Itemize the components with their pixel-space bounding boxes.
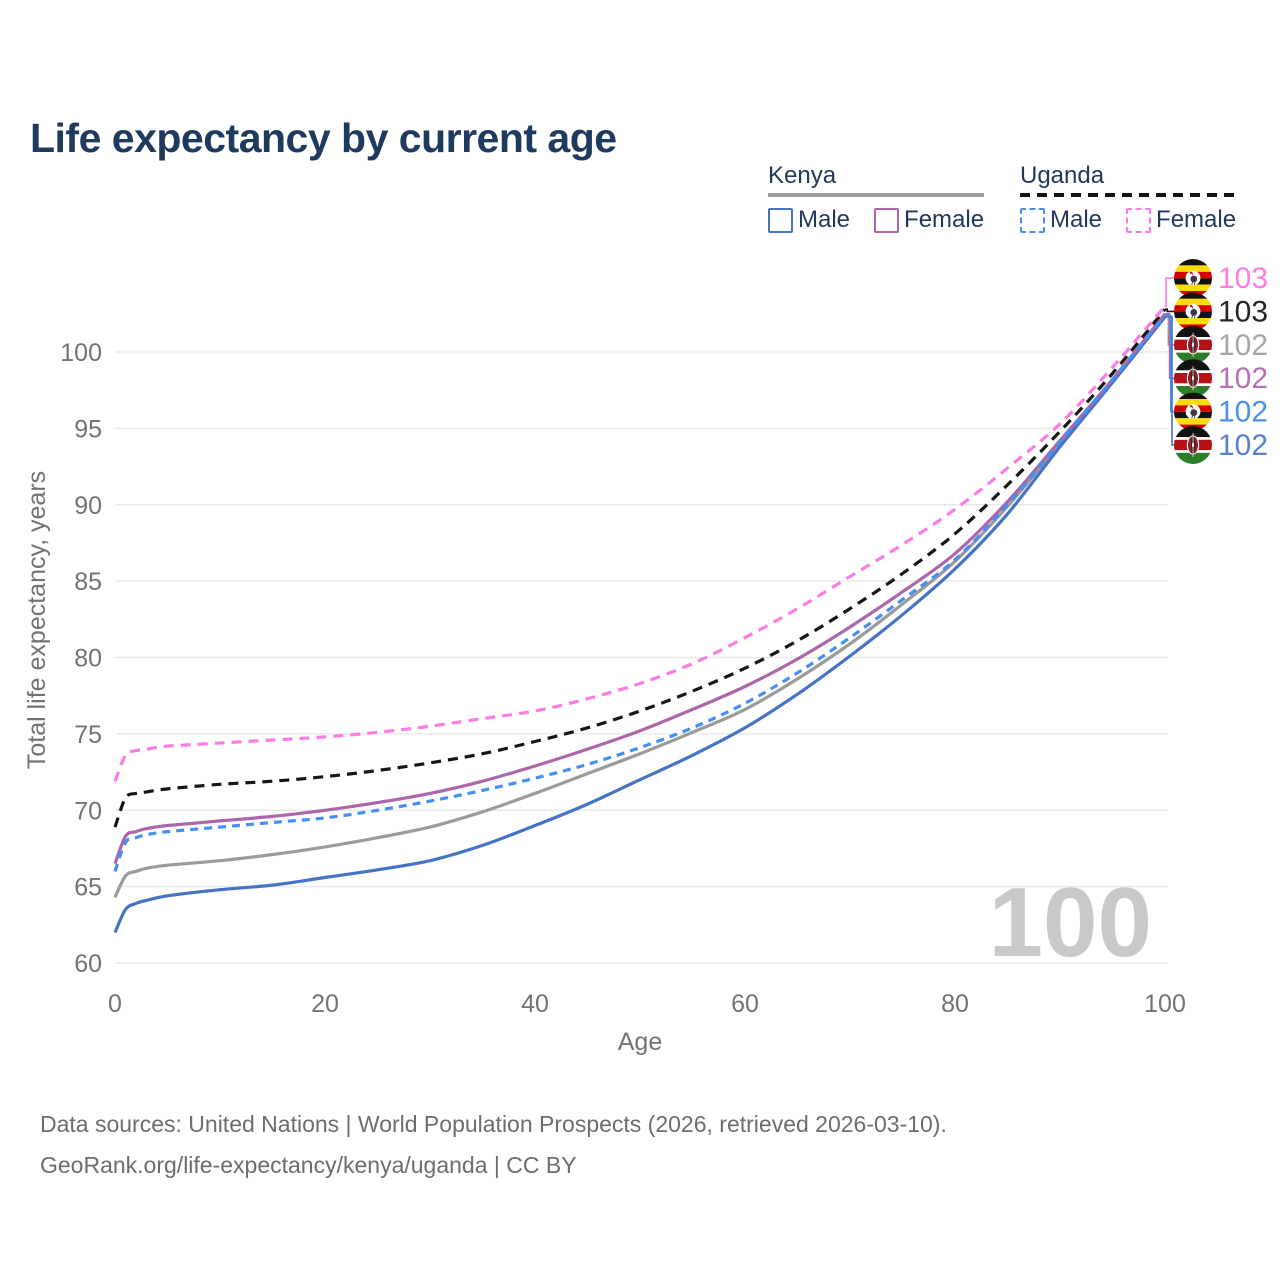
kenya-flag-icon (1174, 326, 1212, 364)
page-title: Life expectancy by current age (30, 115, 617, 162)
kenya-flag-icon (1174, 426, 1212, 464)
svg-text:100: 100 (60, 339, 102, 367)
svg-text:75: 75 (74, 721, 102, 749)
svg-text:Total life expectancy, years: Total life expectancy, years (23, 471, 51, 769)
end-value-label: 102 (1218, 429, 1268, 462)
legend-group-kenya: Kenya Male Female (768, 162, 985, 234)
data-series (113, 305, 1167, 934)
legend-group-uganda: Uganda Male Female (1020, 162, 1237, 234)
series-line-uganda-all (113, 308, 1167, 828)
svg-text:80: 80 (941, 990, 969, 1018)
end-value-label: 102 (1218, 396, 1268, 429)
legend-kenya-male-label: Male (798, 206, 851, 233)
series-line-kenya-male (113, 315, 1167, 934)
footer-line1: Data sources: United Nations | World Pop… (40, 1111, 947, 1137)
svg-text:95: 95 (74, 415, 102, 443)
series-line-kenya-all (113, 314, 1167, 899)
uganda-line-style-sample (1020, 193, 1237, 197)
legend-uganda-male-label: Male (1050, 206, 1103, 233)
kenya-flag-icon (1174, 359, 1212, 397)
svg-text:70: 70 (74, 797, 102, 825)
series-line-uganda-male (113, 314, 1167, 872)
age-counter-watermark: 100 (988, 867, 1152, 977)
svg-text:85: 85 (74, 568, 102, 596)
legend-uganda-female[interactable]: Female (1126, 206, 1236, 234)
svg-text:Age: Age (618, 1028, 662, 1056)
kenya-female-swatch-icon (874, 207, 900, 233)
svg-text:65: 65 (74, 874, 102, 902)
leader-line (1165, 277, 1174, 307)
svg-text:60: 60 (74, 950, 102, 978)
svg-text:40: 40 (521, 990, 549, 1018)
legend-kenya-male[interactable]: Male (768, 206, 850, 234)
uganda-female-swatch-icon (1126, 207, 1152, 233)
uganda-male-swatch-icon (1020, 207, 1045, 233)
svg-text:100: 100 (1144, 990, 1186, 1018)
svg-text:90: 90 (74, 492, 102, 520)
end-value-label: 102 (1218, 362, 1268, 395)
end-value-label: 102 (1218, 329, 1268, 362)
svg-text:60: 60 (731, 990, 759, 1018)
legend-uganda-female-label: Female (1156, 206, 1237, 233)
end-value-label: 103 (1218, 262, 1268, 295)
svg-text:0: 0 (108, 990, 122, 1018)
gridlines (115, 351, 1168, 964)
legend-kenya-female-label: Female (904, 206, 985, 233)
end-value-label: 103 (1218, 295, 1268, 328)
series-line-kenya-female (113, 312, 1167, 865)
line-chart: 100 60 65 70 75 80 85 90 95 100 0 20 40 60 80 100 Age To… (23, 0, 1268, 1056)
leader-line (1165, 308, 1174, 313)
legend-uganda-male[interactable]: Male (1020, 206, 1102, 234)
kenya-line-style-sample (768, 193, 985, 197)
svg-text:20: 20 (311, 990, 339, 1018)
svg-text:80: 80 (74, 645, 102, 673)
legend-kenya-header[interactable]: Kenya (768, 162, 837, 189)
uganda-flag-icon (1174, 292, 1212, 330)
legend-uganda-header[interactable]: Uganda (1020, 162, 1105, 189)
footer-line2: GeoRank.org/life-expectancy/kenya/uganda… (40, 1152, 577, 1178)
series-line-uganda-female (113, 305, 1167, 782)
chart-canvas: 100 60 65 70 75 80 85 90 95 100 0 20 40 60 80 100 Age To… (23, 0, 1268, 1056)
axis-labels: 60 65 70 75 80 85 90 95 100 0 20 40 60 80 100 Age Total … (23, 339, 1186, 1056)
uganda-flag-icon (1174, 393, 1212, 431)
leader-line (1165, 316, 1174, 446)
data-source-note: Data sources: United Nations | World Pop… (40, 1104, 947, 1186)
kenya-male-swatch-icon (768, 207, 793, 233)
uganda-flag-icon (1174, 259, 1212, 297)
legend-kenya-female[interactable]: Female (874, 206, 984, 234)
